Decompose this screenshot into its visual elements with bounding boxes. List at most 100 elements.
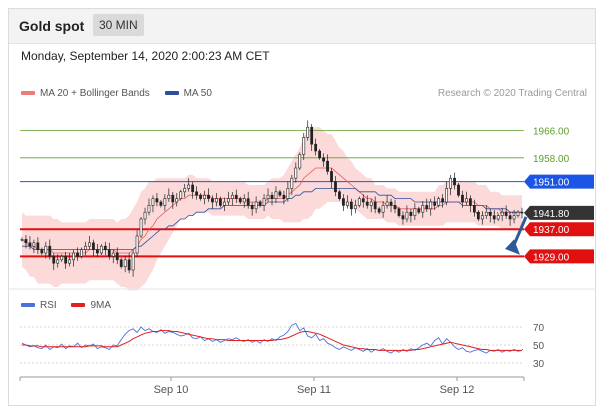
candle-body bbox=[254, 201, 258, 210]
candle-body bbox=[226, 198, 230, 203]
candle-body bbox=[44, 245, 48, 254]
candle-body bbox=[24, 239, 28, 244]
candle-body bbox=[401, 215, 405, 220]
x-tick-label: Sep 12 bbox=[440, 384, 475, 396]
level-label-1966-00: 1966.00 bbox=[533, 127, 570, 138]
candle-body bbox=[266, 194, 270, 199]
candle-body bbox=[187, 184, 191, 189]
candle-body bbox=[349, 201, 353, 210]
candle-body bbox=[338, 191, 341, 199]
timeframe-badge[interactable]: 30 MIN bbox=[93, 14, 144, 36]
candle-body bbox=[361, 198, 365, 203]
forecast-arrow-head bbox=[505, 239, 520, 255]
candle-body bbox=[342, 198, 345, 206]
candle-body bbox=[512, 215, 516, 220]
level-label-1937-00: 1937.00 bbox=[533, 225, 570, 236]
candle-body bbox=[135, 235, 139, 254]
candle-body bbox=[155, 198, 159, 203]
candle-body bbox=[465, 198, 468, 203]
candle-body bbox=[520, 211, 524, 214]
level-label-1951-00: 1951.00 bbox=[533, 178, 570, 189]
candle-body bbox=[92, 242, 95, 250]
candle-body bbox=[385, 201, 389, 206]
candle-body bbox=[282, 194, 286, 199]
candle-body bbox=[56, 259, 60, 264]
legend-label-9ma: 9MA bbox=[90, 300, 112, 311]
candle-body bbox=[48, 245, 52, 257]
candle-body bbox=[445, 188, 448, 203]
level-tag-1951-00 bbox=[524, 174, 594, 189]
candle-body bbox=[504, 211, 508, 216]
candle-body bbox=[234, 194, 238, 199]
candle-body bbox=[488, 211, 492, 216]
candle-body bbox=[294, 167, 298, 179]
legend-swatch-ma50 bbox=[164, 91, 179, 96]
candle-body bbox=[191, 184, 195, 193]
x-tick-label: Sep 10 bbox=[154, 384, 189, 396]
candle-body bbox=[365, 201, 369, 206]
candle-body bbox=[306, 126, 310, 138]
candle-body bbox=[167, 194, 171, 199]
candle-body bbox=[64, 256, 68, 264]
level-label-1929-00: 1929.00 bbox=[533, 252, 570, 263]
legend-item-ma50: MA 50 bbox=[164, 88, 212, 99]
candle-body bbox=[147, 205, 151, 213]
rsi-line bbox=[21, 322, 523, 354]
legend-swatch-ma20 bbox=[21, 91, 35, 96]
legend-swatch-9ma bbox=[71, 303, 86, 308]
candle-body bbox=[405, 211, 409, 220]
candle-body bbox=[28, 242, 32, 247]
level-label-1958-00: 1958.00 bbox=[533, 154, 570, 165]
candle-body bbox=[278, 191, 282, 196]
candle-body bbox=[179, 191, 183, 199]
candle-body bbox=[290, 177, 294, 189]
candle-body bbox=[373, 201, 377, 210]
candle-body bbox=[421, 205, 425, 213]
instrument-title: Gold spot bbox=[19, 18, 85, 34]
candle-body bbox=[476, 211, 480, 220]
candle-body bbox=[199, 194, 202, 199]
candle-body bbox=[222, 201, 226, 206]
candle-body bbox=[318, 150, 322, 159]
candle-body bbox=[183, 188, 187, 193]
candle-body bbox=[36, 242, 40, 250]
candle-body bbox=[500, 211, 504, 216]
level-tag-1941-80 bbox=[524, 205, 594, 220]
legend-label-rsi: RSI bbox=[40, 300, 57, 311]
candle-body bbox=[258, 201, 262, 206]
candle-body bbox=[68, 259, 72, 264]
candle-body bbox=[409, 211, 413, 216]
candle-body bbox=[437, 198, 441, 206]
candle-body bbox=[211, 198, 214, 203]
candle-body bbox=[516, 211, 520, 216]
candle-body bbox=[230, 194, 234, 199]
widget-header: Gold spot 30 MIN bbox=[9, 9, 595, 44]
candle-body bbox=[433, 201, 437, 206]
candle-body bbox=[163, 198, 167, 206]
candle-body bbox=[107, 249, 111, 257]
candle-body bbox=[72, 252, 75, 261]
candle-body bbox=[40, 249, 44, 254]
timestamp: Monday, September 14, 2020 2:00:23 AM CE… bbox=[21, 49, 270, 63]
candle-body bbox=[381, 205, 385, 213]
rsi-legend: RSI 9MA bbox=[21, 300, 111, 311]
level-label-1941-80: 1941.80 bbox=[533, 209, 570, 220]
candle-body bbox=[76, 252, 79, 257]
candle-body bbox=[159, 201, 163, 206]
candle-body bbox=[397, 208, 401, 216]
main-legend: MA 20 + Bollinger Bands MA 50 bbox=[21, 88, 212, 99]
candle-body bbox=[330, 171, 333, 182]
candle-body bbox=[242, 198, 246, 203]
candle-body bbox=[461, 194, 464, 203]
level-tag-1937-00 bbox=[524, 222, 594, 237]
candle-body bbox=[484, 211, 488, 216]
candle-body bbox=[139, 218, 143, 237]
rsi-tick-70: 70 bbox=[533, 323, 545, 334]
candle-body bbox=[52, 256, 56, 264]
candle-body bbox=[175, 198, 179, 203]
candle-body bbox=[80, 249, 83, 257]
candle-body bbox=[369, 201, 373, 206]
candle-body bbox=[425, 205, 429, 210]
candle-body bbox=[469, 198, 472, 206]
candle-body bbox=[131, 252, 135, 271]
